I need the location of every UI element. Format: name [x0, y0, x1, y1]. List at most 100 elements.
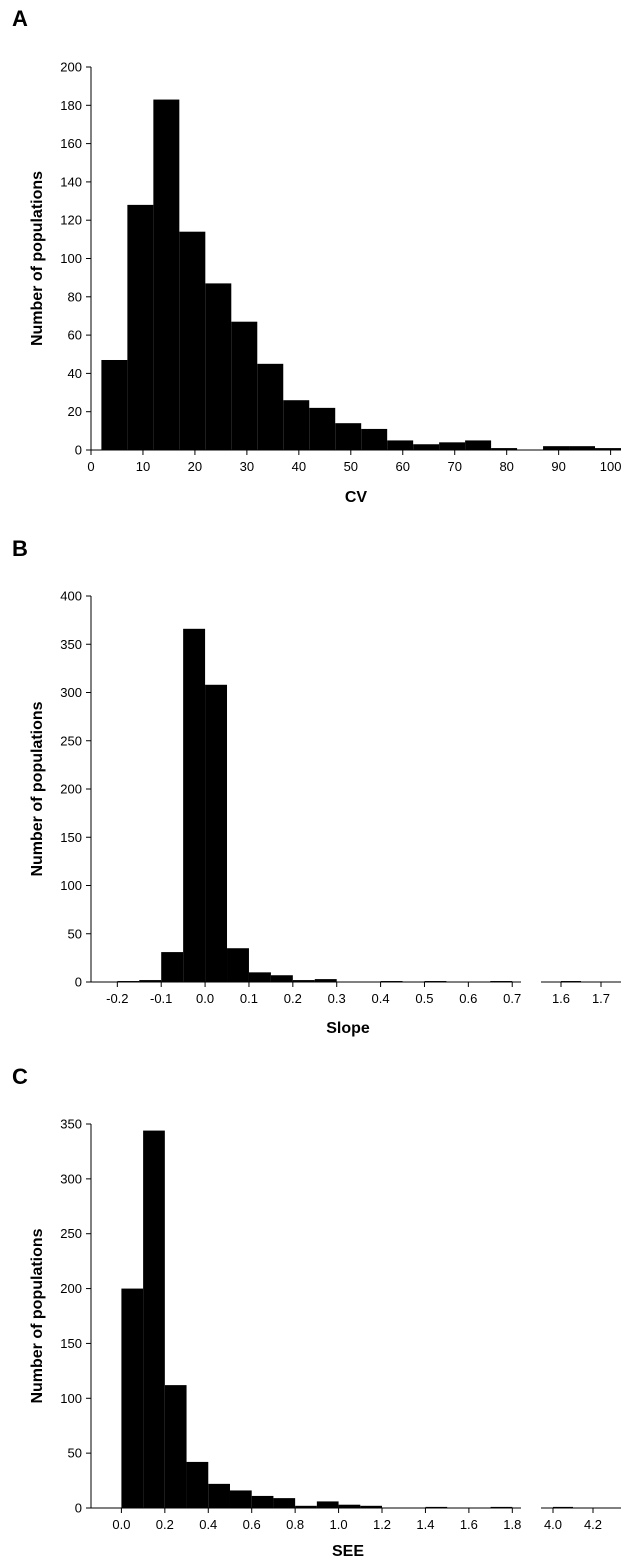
- x-tick-label: -0.2: [106, 991, 128, 1006]
- histogram-bar: [205, 283, 232, 450]
- histogram-bar: [101, 359, 128, 450]
- y-tick-label: 200: [60, 782, 82, 797]
- y-tick-label: 300: [60, 1171, 82, 1186]
- y-tick-label: 150: [60, 1336, 82, 1351]
- x-tick-label: 1.4: [416, 1517, 434, 1532]
- x-tick-label: 0.6: [459, 991, 477, 1006]
- y-tick-label: 60: [68, 328, 82, 343]
- y-tick-label: 0: [75, 443, 82, 458]
- histogram-bar: [595, 448, 621, 450]
- x-tick-label: 0.0: [196, 991, 214, 1006]
- panel-letter: A: [12, 6, 28, 31]
- histogram-bar: [208, 1483, 230, 1508]
- histogram-bar: [295, 1505, 317, 1508]
- y-tick-label: 150: [60, 830, 82, 845]
- x-tick-label: 100: [600, 459, 621, 474]
- x-tick-label: 40: [292, 459, 306, 474]
- x-tick-label: 4.2: [584, 1517, 602, 1532]
- histogram-bar: [465, 440, 492, 450]
- x-tick-label: 0.5: [415, 991, 433, 1006]
- panel-c: C 0 50 100 150 200 250 300 350 Number of populati…: [12, 1064, 621, 1560]
- x-tick-label: 0.4: [372, 991, 390, 1006]
- x-tick-label: 0.2: [284, 991, 302, 1006]
- histogram-bar: [553, 1506, 573, 1508]
- x-tick-label: 10: [136, 459, 150, 474]
- y-tick-label: 0: [75, 1501, 82, 1516]
- y-tick-label: 250: [60, 1226, 82, 1241]
- x-axis-title: CV: [345, 489, 368, 506]
- histogram-bar: [335, 423, 362, 450]
- y-tick-label: 50: [68, 926, 82, 941]
- x-tick-label: 1.0: [330, 1517, 348, 1532]
- y-tick-label: 350: [60, 1117, 82, 1132]
- histogram-bar: [338, 1504, 361, 1508]
- histogram-bar: [231, 321, 258, 450]
- x-tick-label: 1.7: [592, 991, 610, 1006]
- x-tick-label: 60: [396, 459, 410, 474]
- histogram-bar: [569, 446, 596, 450]
- x-tick-label: 80: [499, 459, 513, 474]
- histogram-bar: [490, 1506, 513, 1508]
- histogram-bar: [270, 975, 293, 982]
- histogram-bar: [227, 948, 249, 982]
- x-tick-label: 0.8: [286, 1517, 304, 1532]
- y-tick-label: 20: [68, 404, 82, 419]
- histogram-bar: [387, 440, 414, 450]
- histogram-bar: [491, 448, 518, 450]
- x-tick-label: 1.6: [552, 991, 570, 1006]
- y-tick-label: 160: [60, 136, 82, 151]
- histogram-bar: [229, 1490, 252, 1508]
- y-tick-label: 0: [75, 975, 82, 990]
- y-tick-label: 300: [60, 685, 82, 700]
- x-tick-label: 90: [551, 459, 565, 474]
- y-tick-label: 200: [60, 1281, 82, 1296]
- histogram-bar: [121, 1288, 144, 1508]
- y-tick-label: 120: [60, 213, 82, 228]
- histogram-bar: [257, 363, 284, 450]
- histogram-bar: [314, 979, 337, 982]
- y-tick-label: 180: [60, 98, 82, 113]
- histogram-bar: [153, 99, 180, 451]
- histogram-bar: [425, 1506, 448, 1508]
- y-axis-title: Number of populations: [29, 1228, 46, 1403]
- x-tick-label: 0.1: [240, 991, 258, 1006]
- histogram-bar: [543, 446, 570, 450]
- y-tick-label: 100: [60, 1391, 82, 1406]
- y-axis-title: Number of populations: [29, 171, 46, 346]
- x-tick-label: 0: [87, 459, 94, 474]
- histogram-bar: [292, 980, 315, 982]
- x-tick-label: 20: [188, 459, 202, 474]
- panel-letter: C: [12, 1064, 28, 1089]
- histogram-bar: [161, 952, 184, 982]
- x-tick-label: -0.1: [150, 991, 172, 1006]
- y-tick-label: 50: [68, 1446, 82, 1461]
- y-tick-label: 250: [60, 733, 82, 748]
- histogram-bar: [183, 628, 206, 982]
- x-tick-label: 70: [447, 459, 461, 474]
- histogram-bar: [316, 1501, 339, 1508]
- y-tick-label: 350: [60, 637, 82, 652]
- histogram-bar: [179, 231, 206, 450]
- panel-b: B 0 50 100 150 200 250 300 350 400 Number of popul…: [12, 536, 621, 1037]
- histogram-bar: [283, 400, 310, 450]
- y-tick-label: 100: [60, 251, 82, 266]
- x-tick-label: 1.2: [373, 1517, 391, 1532]
- histogram-bar: [309, 407, 336, 450]
- histogram-bar: [413, 444, 440, 450]
- x-tick-label: 30: [240, 459, 254, 474]
- histogram-bar: [361, 428, 388, 450]
- histogram-bar: [273, 1498, 296, 1508]
- histogram-bar: [164, 1385, 187, 1508]
- y-tick-label: 40: [68, 366, 82, 381]
- x-tick-label: 0.2: [156, 1517, 174, 1532]
- x-tick-label: 0.6: [243, 1517, 261, 1532]
- histogram-bar: [205, 684, 228, 982]
- x-tick-label: 4.0: [544, 1517, 562, 1532]
- histogram-bar: [186, 1461, 209, 1508]
- y-axis-title: Number of populations: [29, 701, 46, 876]
- histogram-bar: [251, 1495, 274, 1508]
- histogram-bar: [143, 1130, 165, 1508]
- x-tick-label: 0.4: [199, 1517, 217, 1532]
